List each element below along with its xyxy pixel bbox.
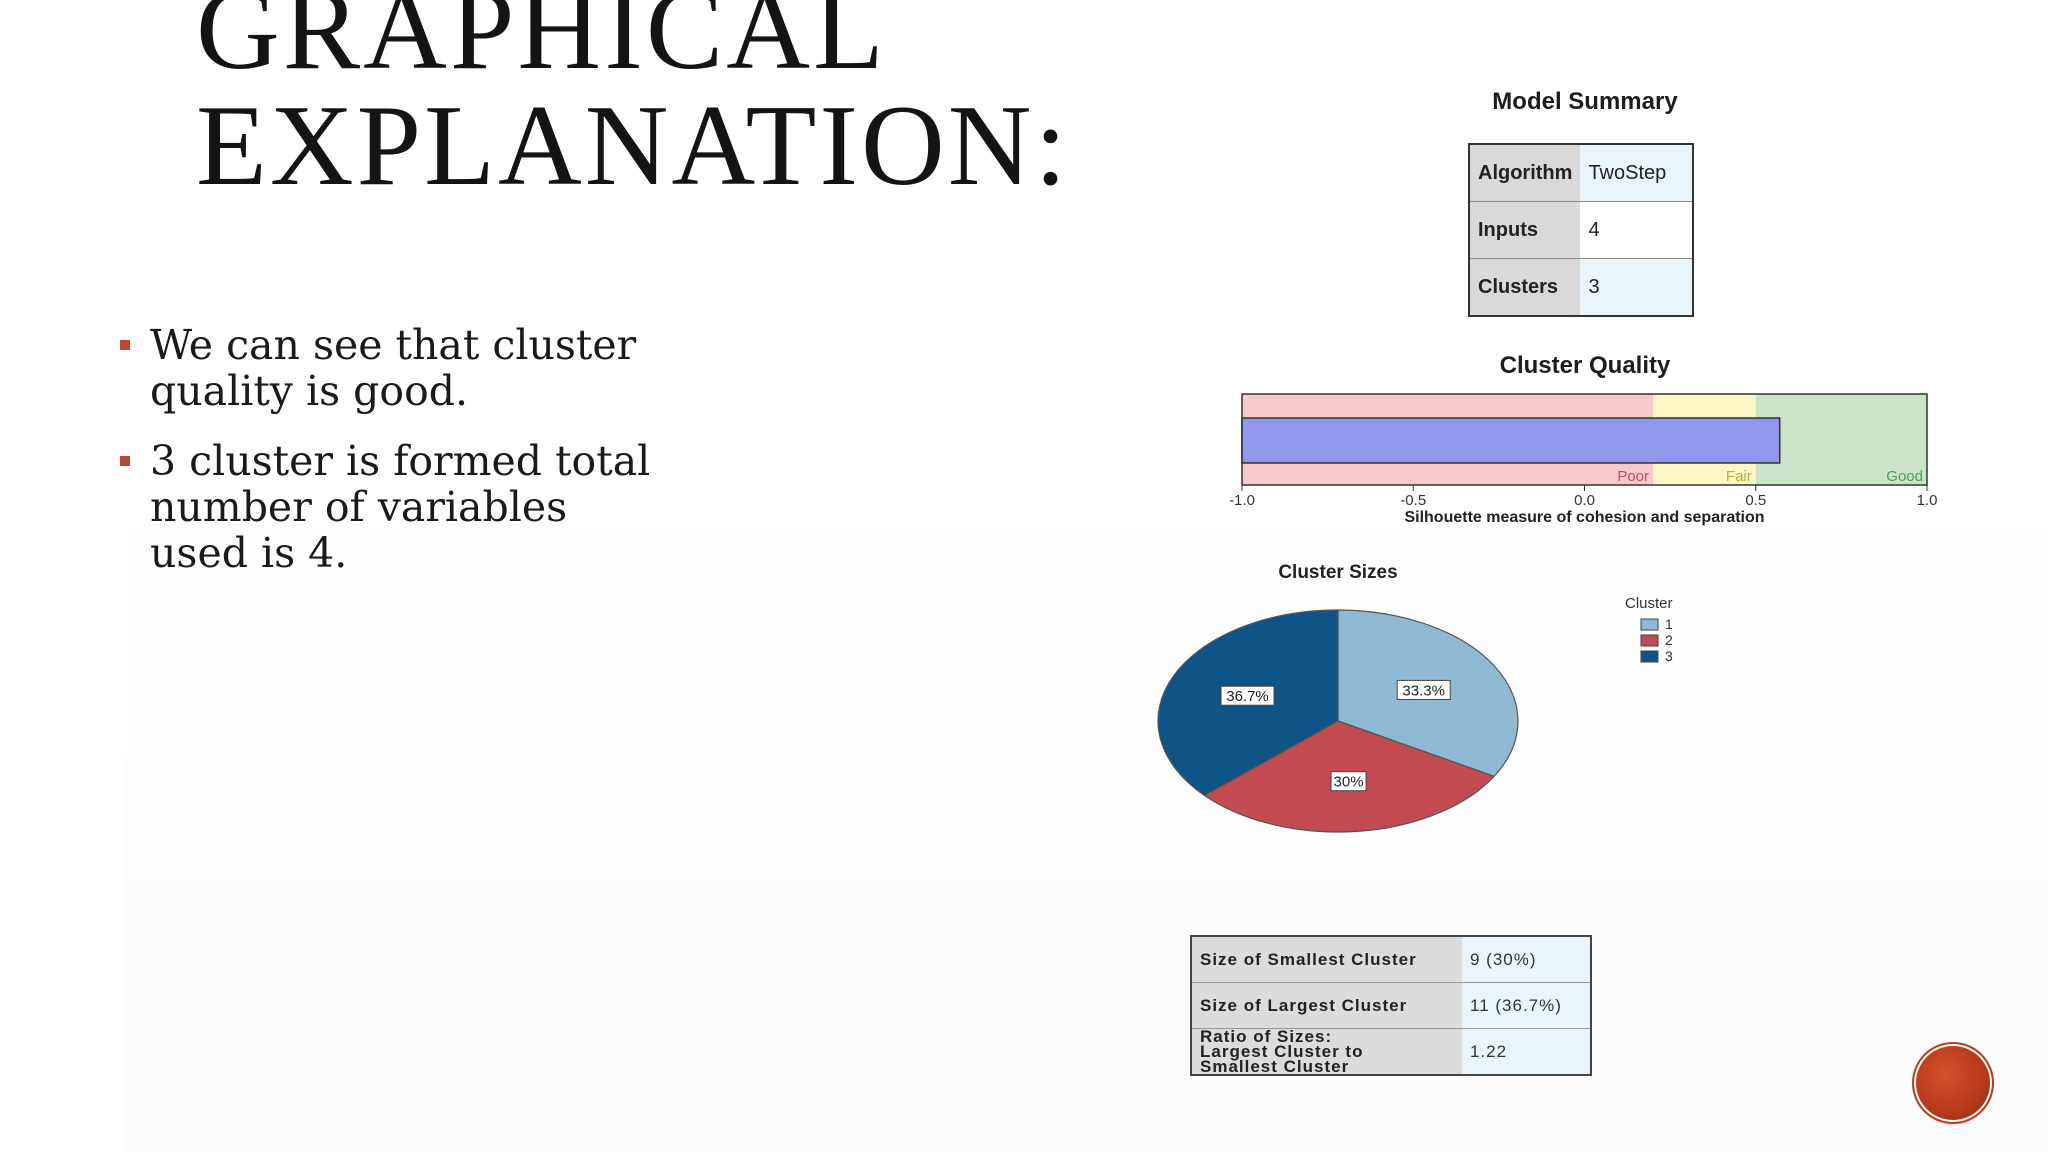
table-value-cell: TwoStep (1580, 144, 1694, 202)
cluster-sizes-table: Size of Smallest Cluster 9 (30%) Size of… (1190, 935, 1592, 1076)
table-key-cell: Ratio of Sizes: Largest Cluster to Small… (1191, 1027, 1462, 1076)
slide-title: GRAPHICAL EXPLANATION: (196, 0, 1070, 204)
bullet-text-line: quality is good. (150, 367, 469, 415)
model-summary-table: Algorithm TwoStep Inputs 4 Clusters 3 (1468, 143, 1695, 317)
table-row: Size of Largest Cluster 11 (36.7%) (1191, 982, 1591, 1029)
table-row: Size of Smallest Cluster 9 (30%) (1191, 936, 1591, 983)
bullet-item: 3 cluster is formed total number of vari… (118, 438, 678, 576)
slide-title-line1: GRAPHICAL (196, 0, 887, 94)
pie-data-label-box (1220, 685, 1275, 706)
bullet-list: We can see that cluster quality is good.… (118, 322, 678, 600)
table-key-cell: Algorithm (1469, 144, 1581, 202)
table-row: Ratio of Sizes: Largest Cluster to Small… (1191, 1027, 1591, 1076)
table-value-cell: 4 (1580, 201, 1694, 259)
legend-swatch (1640, 618, 1659, 631)
square-bullet-icon (120, 456, 130, 466)
pie-data-label: 30% (1334, 774, 1364, 791)
pie-data-label-box (1330, 771, 1367, 792)
quality-zone-label: Fair (1726, 468, 1752, 485)
table-row: Inputs 4 (1469, 201, 1694, 259)
slide-title-line2: EXPLANATION: (196, 82, 1070, 210)
table-key-line: Ratio of Sizes: (1200, 1027, 1333, 1046)
bullet-text-line: used is 4. (150, 529, 348, 577)
quality-zone-label: Good (1886, 468, 1923, 485)
legend-label: 1 (1665, 616, 1673, 632)
bullet-item: We can see that cluster quality is good. (118, 322, 678, 414)
slide-background (125, 0, 2048, 1152)
pie-data-label: 33.3% (1402, 682, 1445, 699)
table-key-line: Largest Cluster to (1200, 1042, 1364, 1061)
cluster-sizes-chart: Cluster Sizes 33.3% 30% 36.7% Cluster 123 (1157, 562, 1673, 833)
x-tick-label: -1.0 (1229, 492, 1255, 509)
model-summary-title: Model Summary (1492, 88, 1678, 115)
x-tick-label: -0.5 (1400, 492, 1426, 509)
x-axis-label: Silhouette measure of cohesion and separ… (1404, 509, 1764, 526)
quality-zone-good (1755, 394, 1927, 485)
bullet-text-line: We can see that cluster (150, 321, 637, 369)
legend-label: 2 (1665, 632, 1673, 648)
legend-label: 3 (1665, 648, 1673, 664)
table-value-cell: 9 (30%) (1462, 936, 1591, 983)
cluster-quality-chart: Poor Fair Good -1.0 -0.5 0.0 0.5 1.0 Silhouette … (1229, 393, 1938, 526)
legend-swatch (1640, 634, 1659, 647)
table-key-line: Smallest Cluster (1200, 1057, 1350, 1076)
table-row: Clusters 3 (1469, 258, 1694, 317)
x-tick-label: 0.5 (1745, 492, 1766, 509)
silhouette-bar (1241, 417, 1781, 464)
table-row: Algorithm TwoStep (1469, 144, 1694, 202)
x-tick-label: 0.0 (1574, 492, 1595, 509)
square-bullet-icon (120, 340, 130, 350)
table-value-cell: 3 (1580, 258, 1694, 317)
legend-swatch (1640, 650, 1659, 663)
next-slide-button[interactable] (1916, 1046, 1990, 1120)
quality-zone-label: Poor (1617, 468, 1649, 485)
bullet-text-line: 3 cluster is formed total (150, 437, 651, 485)
pie-data-label-box (1396, 679, 1451, 700)
bullet-text-line: number of variables (150, 483, 568, 531)
cluster-quality-title: Cluster Quality (1499, 352, 1671, 379)
table-key-cell: Size of Smallest Cluster (1191, 936, 1462, 983)
table-key-cell: Inputs (1469, 201, 1581, 259)
table-value-cell: 1.22 (1462, 1028, 1591, 1076)
table-key-cell: Clusters (1469, 258, 1581, 317)
table-value-cell: 11 (36.7%) (1462, 982, 1591, 1029)
x-tick-label: 1.0 (1917, 492, 1938, 509)
pie-data-label: 36.7% (1226, 688, 1269, 705)
legend-title: Cluster (1625, 595, 1673, 612)
table-key-cell: Size of Largest Cluster (1191, 982, 1462, 1029)
cluster-sizes-title: Cluster Sizes (1278, 562, 1397, 583)
